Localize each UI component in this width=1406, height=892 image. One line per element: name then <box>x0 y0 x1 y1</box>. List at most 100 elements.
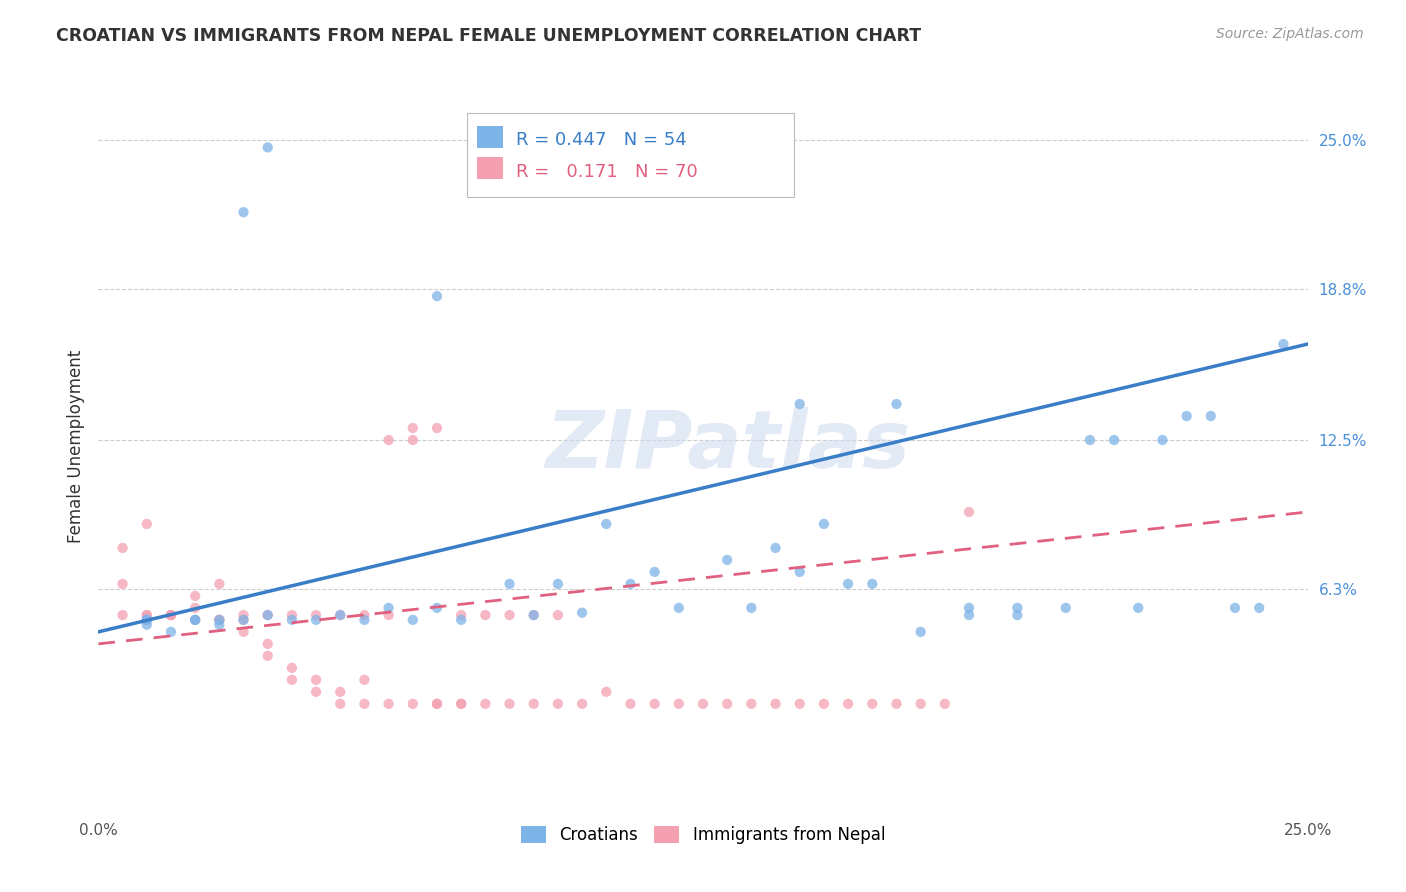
Point <box>426 600 449 615</box>
Point <box>886 397 908 411</box>
Point <box>160 608 183 623</box>
Point <box>208 613 231 627</box>
Point <box>837 697 859 711</box>
Point <box>135 613 157 627</box>
Point <box>619 697 641 711</box>
Point <box>305 613 328 627</box>
Point <box>135 608 157 623</box>
Point <box>305 673 328 687</box>
Point <box>571 606 593 620</box>
Point <box>256 608 278 623</box>
Text: R =   0.171   N = 70: R = 0.171 N = 70 <box>516 163 697 181</box>
Point <box>353 697 375 711</box>
Point <box>232 613 254 627</box>
Point <box>160 608 183 623</box>
Point <box>135 608 157 623</box>
Point <box>523 608 546 623</box>
Point <box>789 697 811 711</box>
Point <box>498 697 520 711</box>
Point <box>668 697 690 711</box>
Point <box>426 421 449 435</box>
Point <box>184 613 207 627</box>
Legend: Croatians, Immigrants from Nepal: Croatians, Immigrants from Nepal <box>515 820 891 851</box>
Point <box>208 613 231 627</box>
Point <box>910 624 932 639</box>
Point <box>135 613 157 627</box>
Point <box>426 697 449 711</box>
Point <box>860 577 883 591</box>
Point <box>184 613 207 627</box>
Point <box>402 421 425 435</box>
Point <box>789 565 811 579</box>
Point <box>547 577 569 591</box>
Point <box>619 577 641 591</box>
Point <box>1007 600 1029 615</box>
Point <box>135 617 157 632</box>
Point <box>910 697 932 711</box>
Point <box>1199 409 1222 423</box>
Point <box>305 608 328 623</box>
Point <box>668 600 690 615</box>
Point <box>1152 433 1174 447</box>
Point <box>523 608 546 623</box>
Point <box>1272 337 1295 351</box>
Point <box>232 608 254 623</box>
Point <box>957 600 980 615</box>
Point <box>256 140 278 154</box>
Point <box>450 608 472 623</box>
FancyBboxPatch shape <box>477 157 503 179</box>
Point <box>208 577 231 591</box>
Point <box>740 697 762 711</box>
Point <box>595 685 617 699</box>
Point <box>208 617 231 632</box>
Point <box>1102 433 1125 447</box>
Point <box>547 608 569 623</box>
Point <box>135 516 157 531</box>
Point <box>353 673 375 687</box>
Point <box>813 516 835 531</box>
Point <box>111 541 134 555</box>
Point <box>232 613 254 627</box>
Point <box>716 697 738 711</box>
Point <box>547 697 569 711</box>
Point <box>1223 600 1246 615</box>
Point <box>329 685 352 699</box>
Point <box>329 608 352 623</box>
Point <box>450 697 472 711</box>
Point <box>860 697 883 711</box>
Point <box>450 697 472 711</box>
Point <box>1175 409 1198 423</box>
Point <box>789 397 811 411</box>
Point <box>208 613 231 627</box>
Point <box>886 697 908 711</box>
Point <box>957 608 980 623</box>
Point <box>426 697 449 711</box>
Point <box>232 624 254 639</box>
Point <box>692 697 714 711</box>
Point <box>450 613 472 627</box>
Point <box>377 600 399 615</box>
Point <box>305 685 328 699</box>
Point <box>595 516 617 531</box>
Point <box>474 608 496 623</box>
Point <box>1128 600 1150 615</box>
Point <box>765 697 787 711</box>
Point <box>1078 433 1101 447</box>
Point <box>523 697 546 711</box>
Point <box>1249 600 1271 615</box>
FancyBboxPatch shape <box>477 126 503 147</box>
Point <box>765 541 787 555</box>
Text: R = 0.447   N = 54: R = 0.447 N = 54 <box>516 131 686 150</box>
FancyBboxPatch shape <box>467 113 793 197</box>
Point <box>256 648 278 663</box>
Point <box>281 661 304 675</box>
Point <box>644 697 666 711</box>
Point <box>353 608 375 623</box>
Y-axis label: Female Unemployment: Female Unemployment <box>66 350 84 542</box>
Point <box>329 697 352 711</box>
Point <box>1054 600 1077 615</box>
Point <box>813 697 835 711</box>
Point <box>402 433 425 447</box>
Text: Source: ZipAtlas.com: Source: ZipAtlas.com <box>1216 27 1364 41</box>
Point <box>184 613 207 627</box>
